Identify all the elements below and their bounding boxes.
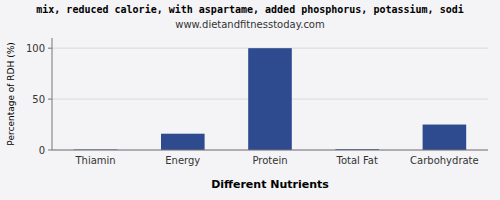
y-tick bbox=[48, 150, 52, 151]
chart: mix, reduced calorie, with aspartame, ad… bbox=[0, 0, 500, 200]
subtitle: www.dietandfitnesstoday.com bbox=[175, 19, 324, 30]
grid-line bbox=[52, 150, 488, 151]
background bbox=[0, 0, 500, 200]
y-axis-label: Percentage of RDH (%) bbox=[6, 42, 16, 145]
grid bbox=[52, 48, 488, 150]
x-axis: Thiamin Energy Protein Total Fat Carbohydrat… bbox=[52, 150, 488, 166]
x-tick-label: Protein bbox=[252, 155, 287, 166]
bar bbox=[423, 125, 467, 150]
x-tick-label: Carbohydrate bbox=[410, 155, 479, 166]
y-tick-label: 0 bbox=[39, 145, 45, 156]
y-tick bbox=[48, 99, 52, 100]
y-axis: 0 50 100 bbox=[26, 38, 52, 156]
x-tick-label: Energy bbox=[165, 155, 200, 166]
y-tick bbox=[48, 48, 52, 49]
y-axis-line bbox=[52, 38, 53, 150]
y-tick-label: 100 bbox=[26, 43, 45, 54]
title: mix, reduced calorie, with aspartame, ad… bbox=[36, 4, 463, 15]
x-axis-line bbox=[52, 150, 488, 151]
x-axis-label: Different Nutrients bbox=[211, 178, 329, 191]
bars bbox=[74, 48, 466, 150]
x-tick-label: Thiamin bbox=[74, 155, 115, 166]
y-tick-label: 50 bbox=[32, 94, 45, 105]
bar bbox=[161, 134, 205, 150]
x-tick-label: Total Fat bbox=[335, 155, 377, 166]
bar bbox=[248, 48, 292, 150]
chart-container: mix, reduced calorie, with aspartame, ad… bbox=[0, 0, 500, 200]
